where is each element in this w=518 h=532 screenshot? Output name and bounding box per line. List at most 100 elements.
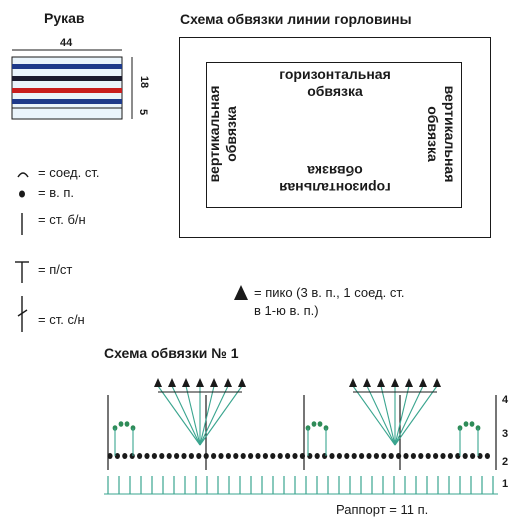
picot-mark [391, 378, 399, 387]
picot-icon [234, 285, 248, 300]
row2-chain-stitch [248, 453, 254, 459]
neckline-inner-frame [206, 62, 462, 208]
sleeve-stripe [12, 76, 122, 81]
row2-chain-stitch [433, 453, 439, 459]
row2-chain-stitch [255, 453, 261, 459]
row2-chain-stitch [336, 453, 342, 459]
row-number-3: 3 [502, 428, 509, 440]
sleeve-stripe [12, 99, 122, 104]
row3-chain-stitch [311, 421, 317, 427]
fan-stitch [185, 385, 201, 446]
sleeve-stripe [12, 64, 122, 69]
row2-chain-stitch [373, 453, 379, 459]
fan-stitch [352, 385, 396, 446]
row2-chain-stitch [329, 453, 335, 459]
sleeve-width-label: 44 [60, 37, 73, 49]
legend-half-double-crochet-text: = п/ст [38, 262, 73, 277]
fan-stitch [394, 385, 410, 446]
row2-chain-stitch [277, 453, 283, 459]
row2-chain-stitch [484, 453, 490, 459]
row2-chain-stitch [477, 453, 483, 459]
row2-chain-stitch [359, 453, 365, 459]
row2-chain-stitch [181, 453, 187, 459]
row2-chain-stitch [292, 453, 298, 459]
picot-mark [433, 378, 441, 387]
row2-chain-stitch [211, 453, 217, 459]
row2-chain-stitch [174, 453, 180, 459]
legend-chain-stitch-text: = в. п. [38, 185, 74, 200]
row2-chain-stitch [314, 453, 320, 459]
row2-chain-stitch [122, 453, 128, 459]
row3-chain-stitch [124, 421, 130, 427]
row2-chain-stitch [137, 453, 143, 459]
row2-chain-stitch [351, 453, 357, 459]
neckline-top-line1: горизонтальная [279, 66, 391, 82]
row2-chain-stitch [425, 453, 431, 459]
row2-chain-stitch [225, 453, 231, 459]
neckline-top-line2: обвязка [307, 83, 363, 99]
row2-chain-stitch [240, 453, 246, 459]
fan-stitch [199, 385, 229, 446]
chain-stitch-icon-shape [19, 190, 25, 198]
row2-chain-stitch [418, 453, 424, 459]
row2-chain-stitch [344, 453, 350, 459]
neckline-title: Схема обвязки линии горловины [180, 11, 412, 27]
picot-mark [224, 378, 232, 387]
row2-chain-stitch [196, 453, 202, 459]
row2-chain-stitch [188, 453, 194, 459]
picot-line2: в 1-ю в. п.) [254, 303, 319, 318]
row2-chain-stitch [270, 453, 276, 459]
row2-chain-stitch [410, 453, 416, 459]
slip-stitch-icon-shape [17, 172, 29, 178]
row2-chain-stitch [233, 453, 239, 459]
picot-mark [419, 378, 427, 387]
fan-stitch [199, 385, 243, 446]
row2-chain-stitch [381, 453, 387, 459]
row-number-1: 1 [502, 478, 509, 490]
row2-chain-stitch [462, 453, 468, 459]
row2-chain-stitch [470, 453, 476, 459]
picot-mark [405, 378, 413, 387]
picot-mark [196, 378, 204, 387]
row-number-4: 4 [502, 394, 509, 406]
row2-chain-stitch [366, 453, 372, 459]
neckline-top-label: горизонтальная обвязка [270, 66, 400, 100]
row2-chain-stitch [447, 453, 453, 459]
row2-chain-stitch [285, 453, 291, 459]
sleeve-title: Рукав [44, 10, 85, 26]
row3-chain-stitch [118, 421, 124, 427]
fan-stitch [199, 385, 215, 446]
row2-chain-stitch [262, 453, 268, 459]
fan-stitch [171, 385, 201, 446]
row2-chain-stitch [403, 453, 409, 459]
row2-chain-stitch [440, 453, 446, 459]
row2-chain-stitch [455, 453, 461, 459]
fan-stitch [157, 385, 201, 446]
row2-chain-stitch [129, 453, 135, 459]
row2-chain-stitch [114, 453, 120, 459]
row2-chain-stitch [144, 453, 150, 459]
picot-line1: = пико (3 в. п., 1 соед. ст. [254, 285, 405, 300]
picot-mark [182, 378, 190, 387]
picot-mark [363, 378, 371, 387]
sleeve-stripe [12, 88, 122, 93]
neckline-outer-frame [179, 37, 491, 238]
fan-stitch [394, 385, 438, 446]
picot-mark [154, 378, 162, 387]
picot-mark [210, 378, 218, 387]
repeat-label: Раппорт = 11 п. [336, 502, 429, 517]
row2-chain-stitch [151, 453, 157, 459]
row3-chain-stitch [317, 421, 323, 427]
row2-chain-stitch [107, 453, 113, 459]
row2-chain-stitch [159, 453, 165, 459]
legend-slip-stitch-text: = соед. ст. [38, 165, 100, 180]
row2-chain-stitch [218, 453, 224, 459]
legend-single-crochet-text: = ст. б/н [38, 212, 86, 227]
row2-chain-stitch [166, 453, 172, 459]
picot-mark [349, 378, 357, 387]
picot-mark [377, 378, 385, 387]
row2-chain-stitch [388, 453, 394, 459]
fan-stitch [380, 385, 396, 446]
picot-mark [238, 378, 246, 387]
